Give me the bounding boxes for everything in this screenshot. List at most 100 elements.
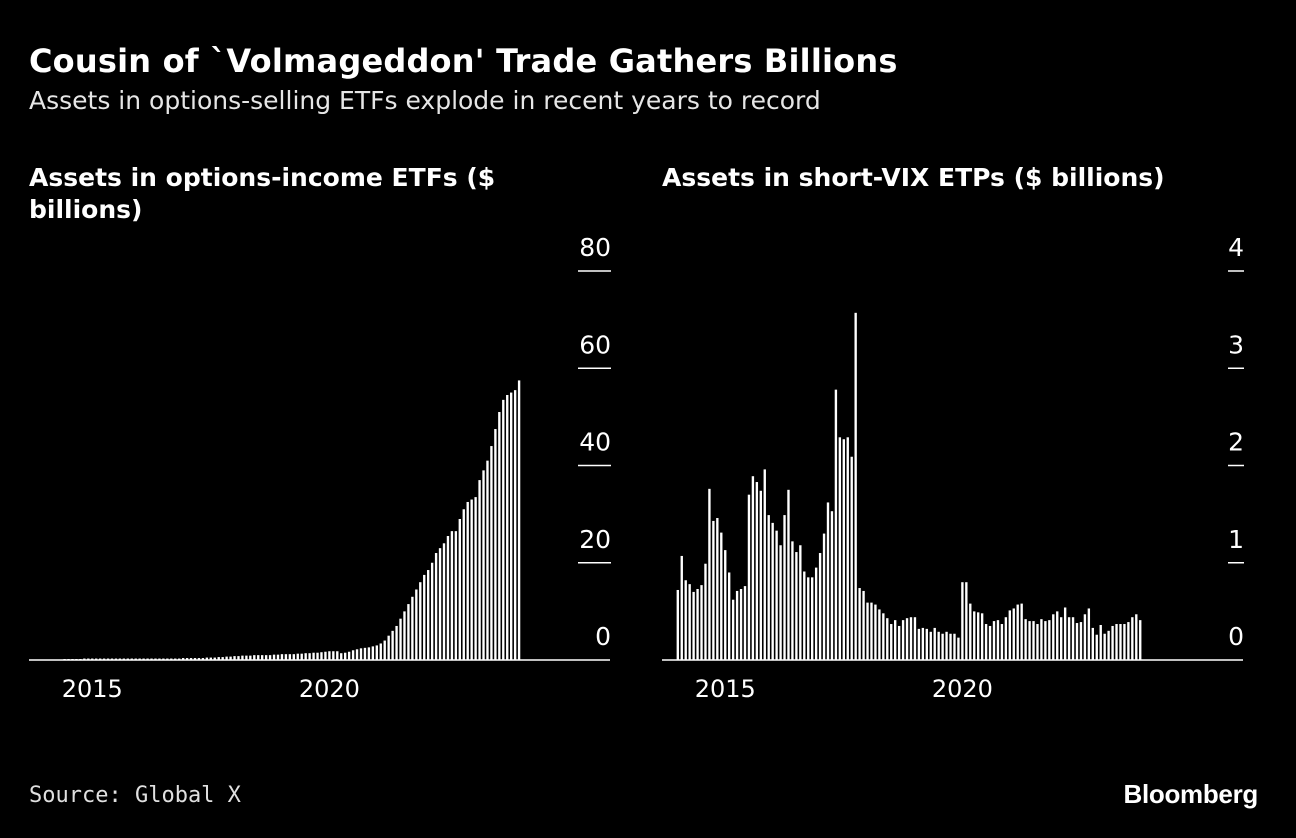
bar (894, 620, 897, 660)
bar (712, 520, 715, 660)
bar (890, 624, 893, 660)
bar (1024, 619, 1027, 660)
bar (897, 625, 901, 660)
x-tick-label: 2020 (932, 675, 993, 703)
bar (233, 656, 236, 660)
bar (1075, 623, 1079, 660)
bar (300, 653, 303, 660)
bar (185, 658, 189, 660)
bar (704, 563, 707, 660)
bar (205, 657, 209, 660)
bar (747, 494, 751, 660)
bar (850, 456, 853, 660)
bar (735, 590, 739, 660)
bar (288, 654, 292, 660)
bar (862, 590, 865, 660)
bar (929, 631, 932, 660)
bar (977, 612, 980, 660)
bar (316, 652, 319, 660)
bar (1067, 617, 1071, 660)
bar (1048, 620, 1051, 660)
bar (367, 647, 371, 660)
bar (1056, 611, 1059, 661)
bar (462, 509, 465, 660)
bar (478, 480, 481, 660)
bar (854, 312, 857, 660)
bar (807, 577, 810, 660)
bar (486, 460, 489, 660)
x-tick-label: 2020 (299, 675, 360, 703)
bar (965, 582, 968, 660)
bar (304, 653, 307, 660)
bar (866, 602, 869, 660)
bloomberg-logo: Bloomberg (1123, 779, 1258, 809)
bar (818, 553, 822, 660)
bar (454, 531, 458, 660)
bar (882, 613, 885, 660)
bar (363, 647, 367, 660)
bar (415, 589, 418, 660)
bar (874, 604, 877, 660)
bar (799, 545, 802, 660)
bar (1103, 633, 1106, 660)
bar (696, 589, 699, 660)
chart-title: Cousin of `Volmageddon' Trade Gathers Bi… (29, 42, 898, 80)
bar (783, 515, 786, 660)
bar (913, 617, 917, 660)
bar (1119, 624, 1122, 660)
bar (822, 533, 826, 660)
bar (1099, 624, 1102, 660)
bar (795, 552, 798, 660)
bar (814, 567, 818, 660)
bar (221, 657, 224, 660)
bar (700, 585, 703, 660)
bar (771, 522, 774, 660)
bar (257, 655, 260, 660)
bar (379, 643, 382, 660)
x-tick-label: 2015 (695, 675, 756, 703)
bar (988, 625, 992, 660)
bar (791, 541, 794, 660)
bar (399, 618, 402, 660)
bar (886, 618, 889, 660)
bar (1139, 620, 1142, 660)
y-tick-label: 0 (595, 622, 611, 651)
bar (984, 624, 988, 660)
bar (870, 602, 873, 660)
bar (510, 392, 513, 660)
bar (450, 531, 454, 660)
bar (344, 652, 347, 660)
bar (1008, 610, 1011, 660)
bar (1000, 624, 1004, 660)
bar (292, 654, 295, 660)
bar (241, 655, 244, 660)
bar (1107, 630, 1110, 660)
bar (312, 652, 315, 660)
bar (834, 389, 838, 660)
bar (1020, 603, 1023, 660)
bar (1028, 621, 1031, 660)
y-tick-label: 3 (1228, 330, 1244, 359)
bar (197, 658, 201, 660)
bar (434, 553, 438, 660)
bar (1083, 614, 1087, 660)
bar (708, 488, 711, 660)
bar (917, 628, 921, 660)
bar (225, 656, 228, 660)
bar (383, 640, 386, 660)
bar (209, 657, 212, 660)
bar (688, 584, 691, 660)
bar (1060, 617, 1063, 660)
bar (1032, 621, 1035, 660)
bar (842, 439, 845, 660)
bar (743, 586, 747, 660)
bar (953, 633, 956, 660)
bar (517, 380, 521, 660)
bar (466, 501, 469, 660)
bar (276, 654, 280, 660)
bar (332, 651, 335, 660)
bar (1079, 622, 1083, 660)
bar (387, 635, 390, 660)
bar (371, 646, 375, 660)
bar (933, 627, 936, 660)
